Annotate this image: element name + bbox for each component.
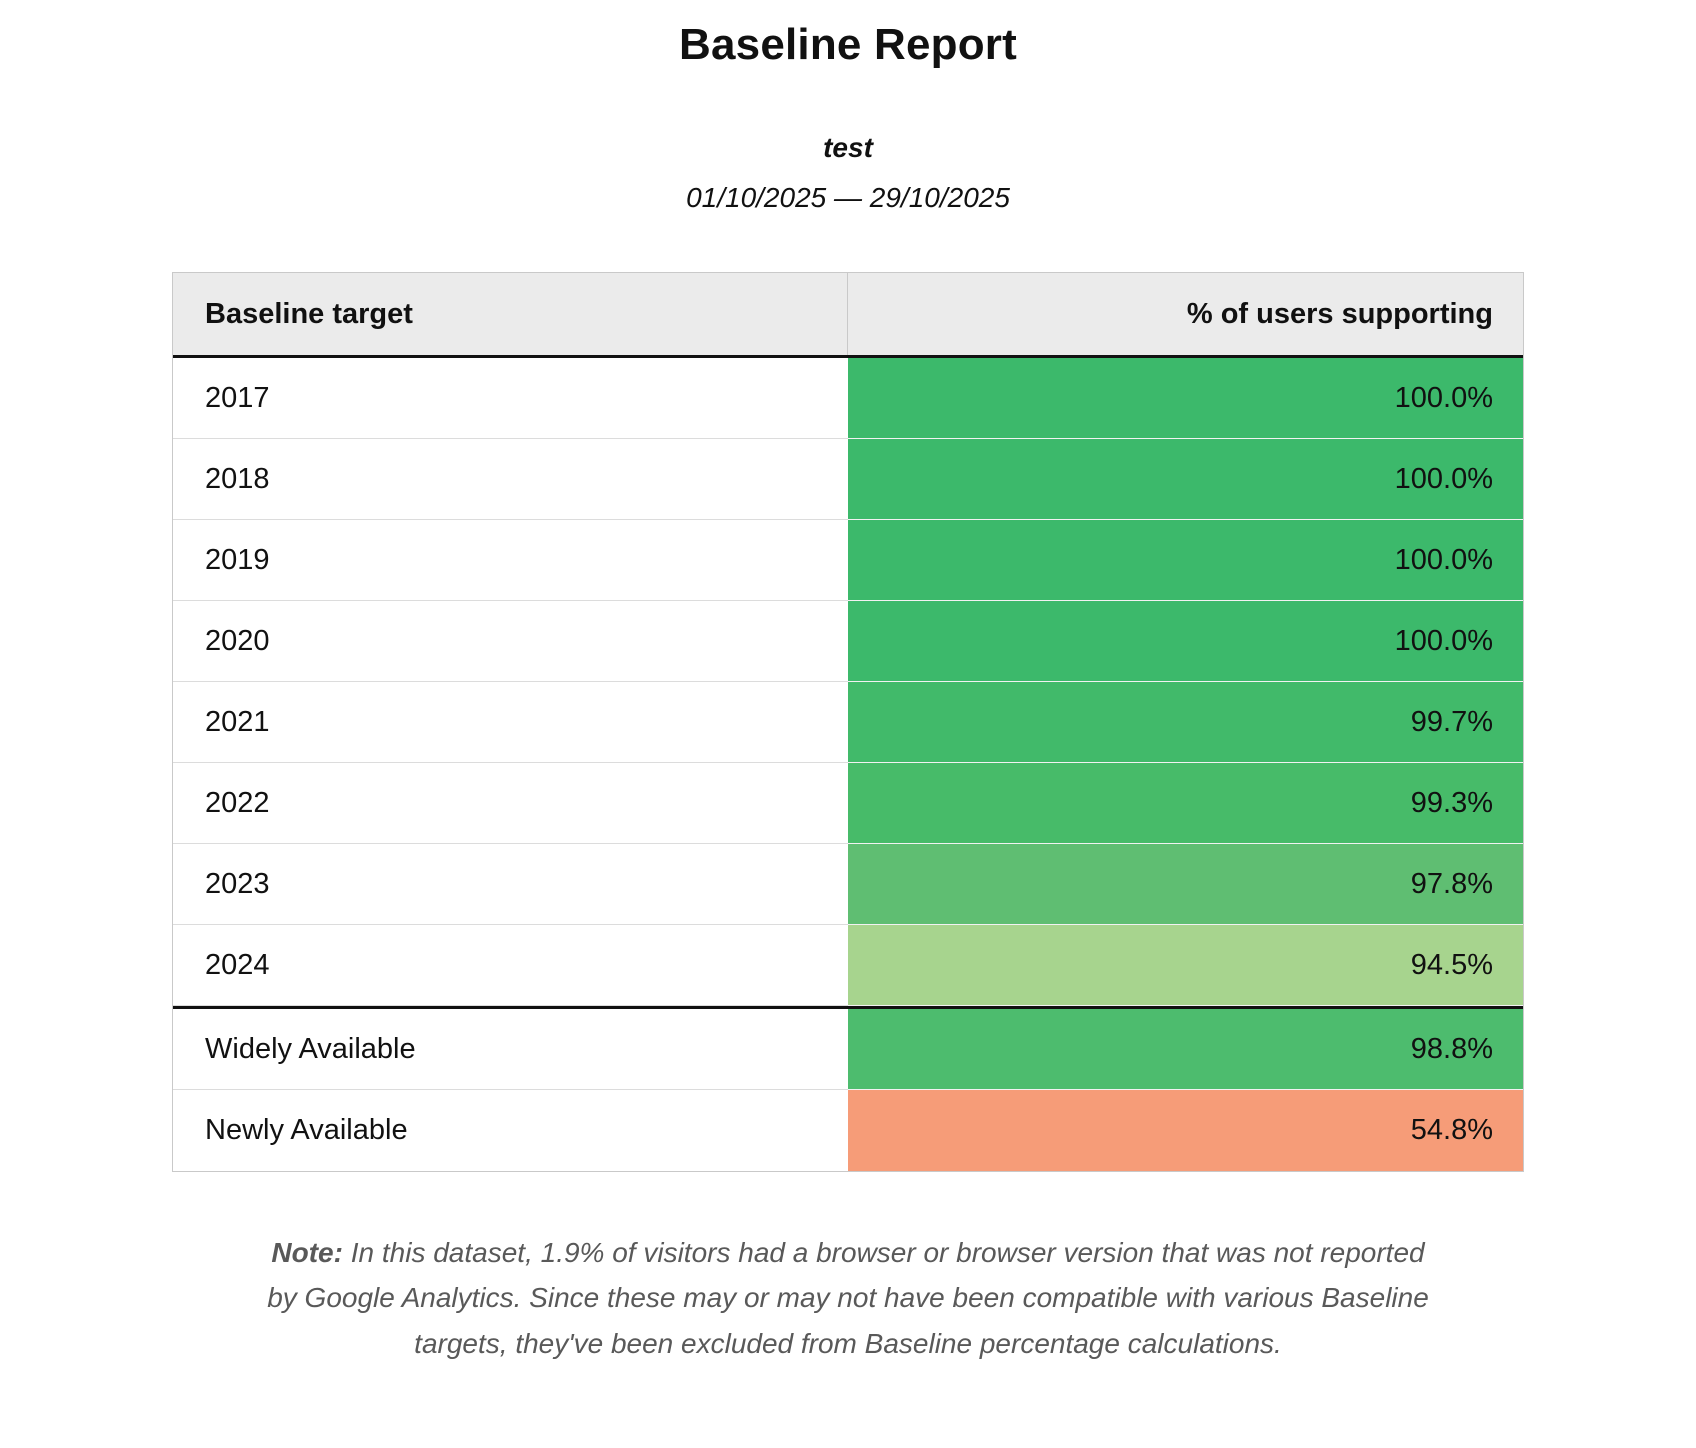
table-header-row: Baseline target % of users supporting [173,273,1523,358]
row-value-cell: 99.7% [848,682,1523,763]
header-baseline-target: Baseline target [173,273,848,355]
row-label-cell: 2020 [173,601,848,682]
page-title: Baseline Report [679,20,1017,69]
table-row-widely-available: Widely Available 98.8% [173,1006,1523,1090]
row-label-cell: 2018 [173,439,848,520]
row-value-cell: 100.0% [848,358,1523,439]
row-label-cell: 2017 [173,358,848,439]
note-label: Note: [271,1237,343,1268]
table-row-newly-available: Newly Available 54.8% [173,1090,1523,1171]
row-value-cell: 97.8% [848,844,1523,925]
table-row: 2018 100.0% [173,439,1523,520]
table-row: 2019 100.0% [173,520,1523,601]
row-label-cell: Newly Available [173,1090,848,1171]
table-row: 2024 94.5% [173,925,1523,1006]
row-label-cell: 2023 [173,844,848,925]
report-date-range: 01/10/2025 — 29/10/2025 [686,182,1010,213]
baseline-table: Baseline target % of users supporting 20… [172,272,1524,1172]
report-subtitle: test [823,132,873,163]
row-label-cell: 2021 [173,682,848,763]
table-row: 2023 97.8% [173,844,1523,925]
row-value-cell: 100.0% [848,520,1523,601]
header-percent-supporting: % of users supporting [848,273,1523,355]
row-value-cell: 99.3% [848,763,1523,844]
row-value-cell: 54.8% [848,1090,1523,1171]
row-value-cell: 94.5% [848,925,1523,1006]
row-label-cell: Widely Available [173,1009,848,1090]
row-value-cell: 98.8% [848,1009,1523,1090]
table-row: 2020 100.0% [173,601,1523,682]
row-label-cell: 2022 [173,763,848,844]
row-label-cell: 2019 [173,520,848,601]
table-row: 2021 99.7% [173,682,1523,763]
row-label-cell: 2024 [173,925,848,1006]
row-value-cell: 100.0% [848,439,1523,520]
table-row: 2022 99.3% [173,763,1523,844]
table-row: 2017 100.0% [173,358,1523,439]
row-value-cell: 100.0% [848,601,1523,682]
note-text: In this dataset, 1.9% of visitors had a … [267,1237,1429,1359]
report-note: Note: In this dataset, 1.9% of visitors … [253,1230,1443,1366]
